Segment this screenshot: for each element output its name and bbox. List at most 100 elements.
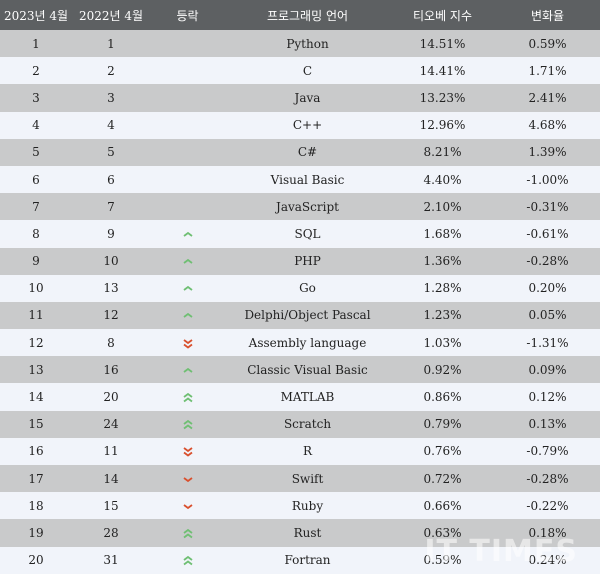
change-cell [150,220,225,247]
table-row: 7 7 JavaScript 2.10% -0.31% [0,193,600,221]
header-cell: 2023년 4월 [3,8,69,23]
table-cell: 4 [107,118,115,133]
table-cell: 14 [28,390,44,405]
table-row: 16 11 R 0.76% -0.79% [0,437,600,465]
chevron [182,476,193,482]
table-row: 10 13 Go 1.28% 0.20% [0,274,600,302]
change-cell [150,383,225,410]
change-cell [150,547,225,574]
table-cell: 11 [28,308,44,323]
chevron [182,286,193,292]
change-cell [150,519,225,546]
table-cell: 14.51% [419,36,466,51]
table-cell: 13.23% [419,90,466,105]
chevron [182,533,193,539]
table-cell: Assembly language [248,335,367,350]
change-arrow [182,367,193,373]
table-cell: PHP [294,254,321,269]
change-arrow [182,338,193,349]
chevron [182,397,193,403]
table-cell: C# [297,145,318,160]
change-arrow [182,258,193,264]
change-cell [150,302,225,329]
change-cell [150,438,225,465]
table-cell: 1 [107,36,115,51]
table-cell: 0.12% [528,390,567,405]
table-cell: 0.66% [423,498,462,513]
table-cell: Swift [291,471,324,486]
table-cell: 20 [28,553,44,568]
table-row: 4 4 C++ 12.96% 4.68% [0,111,600,139]
table-cell: 13 [103,281,119,296]
table-cell: 20 [103,390,119,405]
table-cell: 14 [103,471,119,486]
header-cell: 변화율 [530,8,565,23]
change-cell [150,139,225,166]
change-arrow [182,504,193,509]
chevron [182,447,193,453]
header-cell: 티오베 지수 [412,8,472,23]
change-arrow [182,313,193,319]
change-cell [150,465,225,492]
table-cell: Go [299,281,316,296]
table-cell: 10 [103,254,119,269]
table-cell: 0.63% [423,525,462,540]
table-cell: 3 [32,90,40,105]
chevron [182,343,193,349]
table-cell: 9 [32,254,40,269]
table-row: 11 12 Delphi/Object Pascal 1.23% 0.05% [0,301,600,330]
table-cell: Ruby [291,498,324,513]
table-cell: 6 [32,172,40,187]
table-cell: 7 [32,199,40,214]
change-arrow [182,420,193,430]
table-cell: 0.86% [423,390,462,405]
change-cell [150,193,225,220]
chevron [182,452,193,458]
table-cell: 1.39% [528,145,567,160]
header-cell: 프로그래밍 언어 [266,8,349,23]
table-cell: 5 [32,145,40,160]
table-row: 2 2 C 14.41% 1.71% [0,57,600,85]
table-cell: 1.03% [423,335,462,350]
chevron [182,367,193,373]
change-cell [150,356,225,383]
table-row: 19 28 Rust 0.63% 0.18% [0,519,600,547]
table-cell: 3 [107,90,115,105]
change-cell [150,166,225,193]
table-cell: 8 [32,226,40,241]
table-cell: 1.71% [528,63,567,78]
chevron [182,258,193,264]
table-cell: 0.20% [528,281,567,296]
table-cell: -0.61% [526,226,569,241]
table-cell: 12.96% [419,118,466,133]
table-cell: -0.31% [526,199,569,214]
table-cell: 0.92% [423,362,462,377]
table-cell: 12 [103,308,119,323]
chevron [182,504,193,509]
table-cell: 16 [28,444,44,459]
table-cell: 2 [107,63,115,78]
table-cell: 8.21% [423,145,462,160]
table-cell: C++ [292,118,323,133]
table-cell: 31 [103,553,119,568]
table-cell: 17 [28,471,44,486]
header-row: 2023년 4월 2022년 4월 등락 프로그래밍 언어 티오베 지수 변화율 [0,0,600,30]
table-cell: 5 [107,145,115,160]
table-cell: 1.68% [423,226,462,241]
table-cell: Classic Visual Basic [247,362,368,377]
table-cell: 18 [28,498,44,513]
table-cell: -1.31% [526,335,569,350]
change-cell [150,57,225,84]
table-cell: 0.59% [423,553,462,568]
table-cell: 13 [28,362,44,377]
table-cell: 19 [28,525,44,540]
table-cell: 1.36% [423,254,462,269]
chevron [182,420,193,425]
table-cell: 9 [107,226,115,241]
table-cell: MATLAB [280,390,335,405]
table-cell: 0.59% [528,36,567,51]
table-cell: 16 [103,362,119,377]
table-row: 18 15 Ruby 0.66% -0.22% [0,492,600,520]
